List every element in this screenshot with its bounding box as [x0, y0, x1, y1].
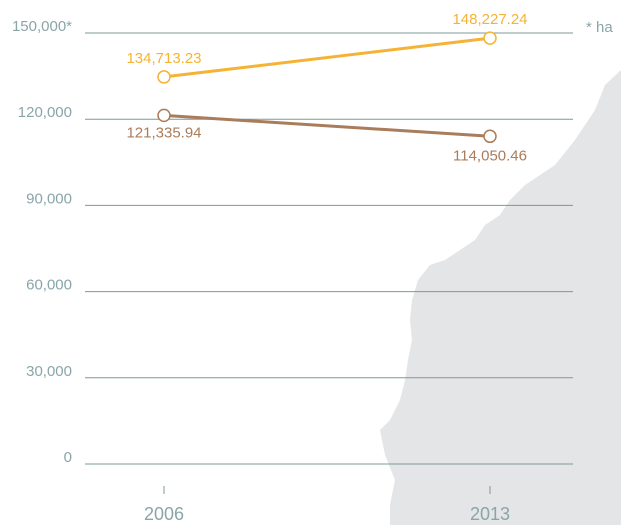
unit-note: * ha	[586, 19, 613, 36]
map-shape	[380, 70, 621, 525]
y-tick-label: 60,000	[26, 277, 72, 294]
series-line	[163, 113, 491, 138]
point	[157, 108, 171, 123]
x-tick-label: 2013	[470, 504, 510, 524]
x-tick-label: 2006	[144, 504, 184, 524]
value-label: 134,713.23	[126, 50, 201, 67]
value-label: 121,335.94	[126, 124, 201, 141]
point	[483, 129, 497, 144]
y-tick-label: 120,000	[18, 104, 72, 121]
y-tick-label: 0	[64, 449, 72, 466]
y-tick-label: 30,000	[26, 363, 72, 380]
y-tick-label: 90,000	[26, 190, 72, 207]
point	[483, 31, 497, 45]
series-line	[163, 36, 491, 79]
value-label: 114,050.46	[453, 147, 527, 164]
point	[157, 70, 171, 84]
y-tick-label: 150,000*	[12, 18, 72, 35]
value-label: 148,227.24	[452, 11, 527, 28]
